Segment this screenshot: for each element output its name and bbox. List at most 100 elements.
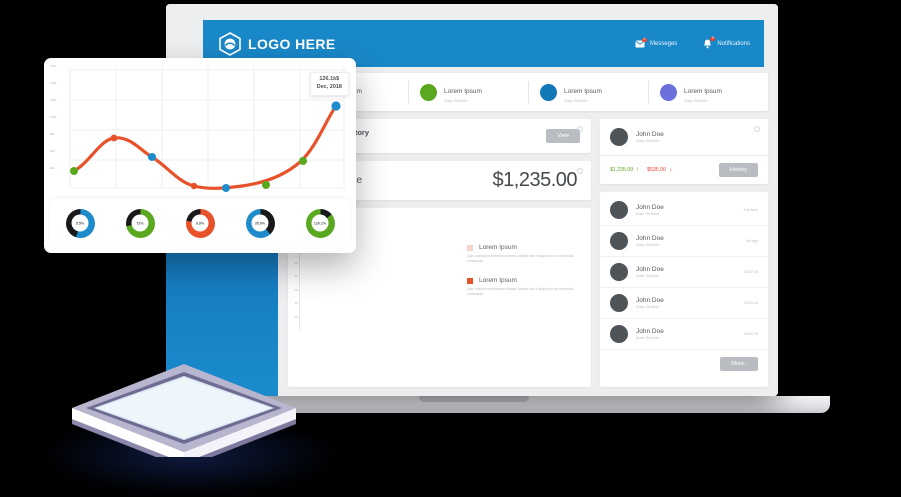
list-item[interactable]: John Doe Dolor Sit Amet 05:41:16 <box>600 288 768 319</box>
legend-item[interactable]: Lorem Ipsum Quis nostrud exercitation ul… <box>467 244 576 264</box>
y-tick: 30 <box>294 301 298 306</box>
list-item-time: 5m ago <box>746 239 758 243</box>
y-tick: 120k <box>50 98 57 102</box>
stat-card[interactable]: Lorem Ipsum Dolor Sit Amet <box>648 79 768 105</box>
legend-body: Quis nostrud exercitation ullamco labori… <box>467 254 574 264</box>
user-name: John Doe <box>636 130 664 138</box>
list-item-time: 05:02:16 <box>744 270 758 274</box>
list-item-subtitle: Dolor Sit Amet <box>636 336 659 341</box>
stat-title: Lorem Ipsum <box>684 88 722 96</box>
avatar <box>610 232 628 250</box>
list-item[interactable]: John Doe Dolor Sit Amet 05:02:16 <box>600 257 768 288</box>
y-tick: 80k <box>50 132 55 136</box>
donut-value: 35.9% <box>254 221 266 225</box>
list-item-text: John Doe Dolor Sit Amet <box>636 328 736 341</box>
list-item-text: John Doe Dolor Sit Amet <box>636 297 736 310</box>
stat-title: Lorem Ipsum <box>444 88 482 96</box>
list-item[interactable]: John Doe Dolor Sit Amet Just Now <box>600 195 768 226</box>
data-point <box>110 134 118 142</box>
legend-swatch-icon <box>467 277 473 284</box>
y-tick: 60k <box>50 149 55 153</box>
y-tick: 140k <box>50 81 57 85</box>
list-item[interactable]: John Doe Dolor Sit Amet 05:02:16 <box>600 319 768 350</box>
bell-icon <box>704 39 712 48</box>
donut-chart[interactable]: 72% <box>125 208 155 238</box>
list-item-text: John Doe Dolor Sit Amet <box>636 266 736 279</box>
legend-swatch-icon <box>467 244 473 251</box>
donut-hole: 9.8% <box>191 214 209 232</box>
stat-card[interactable]: Lorem Ipsum Dolor Sit Amet <box>408 79 528 105</box>
stat-card[interactable]: Lorem Ipsum Dolor Sit Amet <box>528 79 648 105</box>
line-chart-overlay: 160k 140k 120k 100k 80k 60k 40k <box>44 58 356 253</box>
laptop-notch <box>419 396 529 402</box>
donut-value: 126.1% <box>313 221 327 225</box>
data-point <box>262 181 270 189</box>
user-text: John Doe Dolor Sit Amet <box>636 131 664 144</box>
list-item-subtitle: Dolor Sit Amet <box>636 243 659 248</box>
notifications-badge: 3 <box>710 36 716 41</box>
donut-hole: 126.1% <box>311 214 329 232</box>
income-amount: $1,235.00 ↑ <box>610 167 639 173</box>
data-point <box>222 184 230 192</box>
tooltip-value: 126.1k$ <box>319 76 340 82</box>
expense-amount: $535.00 ↓ <box>647 167 672 173</box>
legend-title: Lorem Ipsum <box>479 277 517 285</box>
more-row: More.. <box>600 350 768 378</box>
list-item-time: 05:41:16 <box>744 301 758 305</box>
history-button[interactable]: History <box>718 163 758 177</box>
stat-subtitle: Dolor Sit Amet <box>444 99 467 104</box>
side-column: John Doe Dolor Sit Amet $1,235.00 ↑ <box>600 119 768 387</box>
donut-chart[interactable]: 9.8% <box>185 208 215 238</box>
avatar <box>610 201 628 219</box>
cube-decor <box>68 362 300 468</box>
more-button[interactable]: More.. <box>720 357 758 371</box>
activity-list-card: John Doe Dolor Sit Amet Just Now John Do… <box>600 192 768 387</box>
nav-label-notifications: Notifications <box>717 40 750 47</box>
grid-lines <box>69 66 345 189</box>
list-item-time: 05:02:16 <box>744 332 758 336</box>
line-chart-plot: 160k 140k 120k 100k 80k 60k 40k <box>44 58 356 198</box>
tooltip-date: Dec, 2018 <box>316 83 342 90</box>
list-item[interactable]: John Doe Dolor Sit Amet 5m ago <box>600 226 768 257</box>
avatar <box>610 294 628 312</box>
legend-item[interactable]: Lorem Ipsum Quis nostrud exercitation ul… <box>467 277 576 297</box>
gear-icon[interactable] <box>754 126 760 132</box>
user-summary-header: John Doe Dolor Sit Amet <box>600 119 768 155</box>
bar-graph-legend: Lorem Ipsum Quis nostrud exercitation ul… <box>451 234 580 330</box>
list-item-name: John Doe <box>636 234 664 242</box>
dashboard-columns: Transaction History Lorem Ipsum from Lin… <box>288 119 768 387</box>
list-item-subtitle: Dolor Sit Amet <box>636 274 659 279</box>
line-series <box>72 104 338 190</box>
y-tick: 40k <box>50 166 55 170</box>
list-item-subtitle: Dolor Sit Amet <box>636 305 659 310</box>
gear-icon[interactable] <box>577 126 583 132</box>
donut-hole: 5.5% <box>71 214 89 232</box>
topbar-nav: 4 Messeges 3 Notifications <box>635 36 750 49</box>
nav-item-notifications[interactable]: 3 Notifications <box>703 36 750 49</box>
donut-chart[interactable]: 126.1% <box>305 208 335 238</box>
gear-icon[interactable] <box>577 168 583 174</box>
nav-item-messages[interactable]: 4 Messeges <box>635 37 678 48</box>
stat-subtitle: Dolor Sit Amet <box>684 99 707 104</box>
view-button[interactable]: View <box>546 129 580 143</box>
y-tick: 60 <box>294 260 298 265</box>
donut-chart[interactable]: 5.5% <box>65 208 95 238</box>
y-tick: 40 <box>294 287 298 292</box>
donut-chart[interactable]: 35.9% <box>245 208 275 238</box>
arrow-up-icon: ↑ <box>636 167 640 173</box>
list-item-subtitle: Dolor Sit Amet <box>636 212 659 217</box>
stat-dot-icon <box>660 83 677 101</box>
messages-badge: 4 <box>641 37 648 42</box>
nav-label-messages: Messeges <box>649 40 678 47</box>
y-tick: 100k <box>50 115 57 119</box>
y-tick: 50 <box>294 274 298 279</box>
bar-graph-body: 80 70 60 50 40 30 20 <box>295 234 580 330</box>
data-point <box>331 101 341 111</box>
list-item-name: John Doe <box>636 203 664 211</box>
brand[interactable]: LOGO HERE <box>219 31 336 56</box>
data-point <box>190 182 198 190</box>
donut-value: 72% <box>136 221 144 225</box>
list-item-time: Just Now <box>743 208 758 212</box>
stats-row: Lorem Ipsum Dolor Sit Amet Lorem Ipsum D… <box>288 73 768 111</box>
stat-subtitle: Dolor Sit Amet <box>564 99 587 104</box>
